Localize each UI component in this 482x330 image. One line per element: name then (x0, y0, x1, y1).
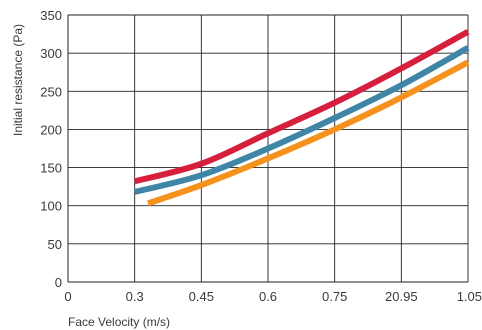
x-tick-labels: 0 0.3 0.45 0.6 0.75 20.95 1.05 (64, 289, 482, 304)
x-tick-label: 1.05 (457, 289, 482, 304)
x-axis-label: Face Velocity (m/s) (68, 315, 170, 329)
y-axis-label: Initial resistance (Pa) (11, 24, 25, 136)
grid (68, 14, 469, 282)
x-tick-label: 0.6 (259, 289, 277, 304)
y-tick-label: 0 (55, 275, 62, 290)
series-line-2 (133, 45, 470, 195)
x-tick-label: 0.45 (189, 289, 214, 304)
x-tick-label: 20.95 (385, 289, 418, 304)
x-tick-label: 0 (64, 289, 71, 304)
series-line-1 (133, 29, 470, 185)
y-tick-label: 100 (40, 199, 62, 214)
axes (67, 15, 468, 283)
y-tick-label: 200 (40, 122, 62, 137)
y-tick-label: 350 (40, 8, 62, 23)
y-tick-label: 150 (40, 161, 62, 176)
y-tick-label: 300 (40, 46, 62, 61)
y-tick-label: 250 (40, 84, 62, 99)
x-tick-label: 0.3 (126, 289, 144, 304)
x-tick-label: 0.75 (322, 289, 347, 304)
y-tick-label: 50 (48, 237, 62, 252)
y-tick-labels: 0 50 100 150 200 250 300 350 (40, 8, 62, 290)
series-line-3 (147, 59, 470, 207)
series-group (133, 29, 470, 207)
